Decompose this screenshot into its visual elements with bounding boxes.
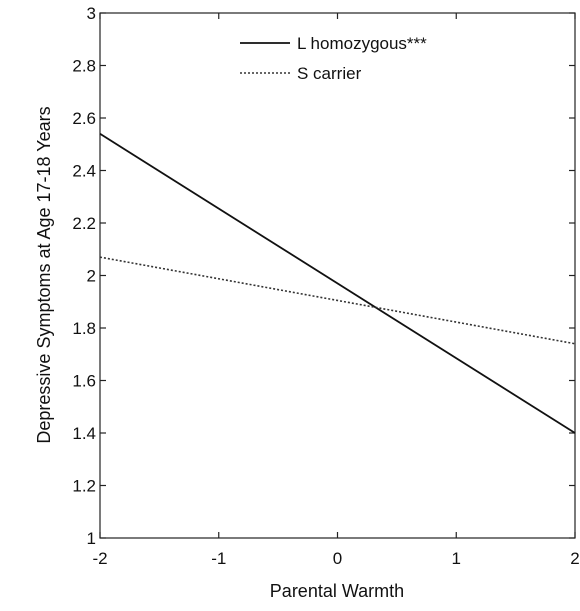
legend: L homozygous*** S carrier xyxy=(240,34,427,83)
plot-area xyxy=(99,12,576,539)
series-layer xyxy=(99,132,576,434)
legend-label: S carrier xyxy=(297,64,362,83)
y-tick-label: 2.4 xyxy=(72,162,96,181)
x-axis-title: Parental Warmth xyxy=(270,581,404,601)
y-tick-label: 1.4 xyxy=(72,424,96,443)
x-tick-label: 1 xyxy=(452,549,461,568)
x-tick-label: -2 xyxy=(92,549,107,568)
y-tick-label: 2.2 xyxy=(72,214,96,233)
x-tick-label: -1 xyxy=(211,549,226,568)
y-tick-label: 1.6 xyxy=(72,372,96,391)
y-tick-label: 1 xyxy=(87,529,96,548)
series-line-1 xyxy=(99,256,576,345)
y-tick-label: 2 xyxy=(87,267,96,286)
legend-label: L homozygous*** xyxy=(297,34,427,53)
y-tick-label: 1.2 xyxy=(72,477,96,496)
y-tick-label: 3 xyxy=(87,4,96,23)
axis-tick-labels: -2 -1 0 1 2 1 1.2 1.4 1.6 1.8 2 2.2 2.4 2.6 2.8 3 xyxy=(72,4,579,568)
y-tick-label: 2.8 xyxy=(72,57,96,76)
axis-ticks xyxy=(99,12,576,539)
x-tick-label: 0 xyxy=(333,549,342,568)
series-line-0 xyxy=(99,132,576,434)
y-tick-label: 2.6 xyxy=(72,109,96,128)
x-tick-label: 2 xyxy=(570,549,579,568)
y-tick-label: 1.8 xyxy=(72,319,96,338)
y-axis-title: Depressive Symptoms at Age 17-18 Years xyxy=(34,106,54,443)
